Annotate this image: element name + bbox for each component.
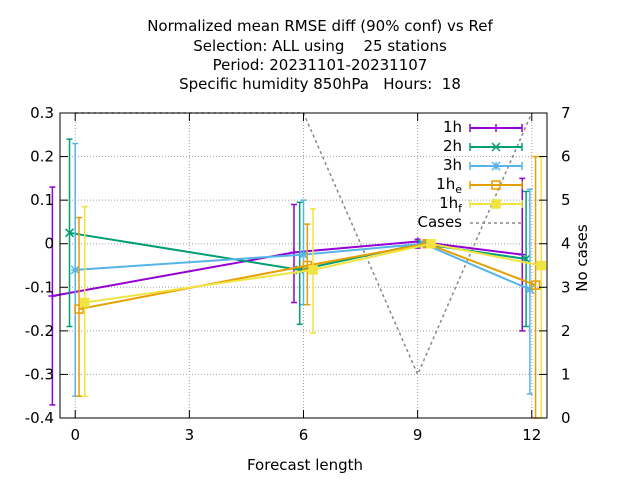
data-point: [308, 265, 318, 275]
legend: [469, 124, 523, 224]
legend-label: 1h: [442, 118, 462, 136]
chart-subtitle-selection: Selection: ALL using 25 stations: [193, 37, 447, 55]
data-point: [298, 250, 309, 260]
legend-label: Cases: [417, 213, 462, 231]
legend-marker: [491, 161, 501, 171]
data-point: [530, 280, 541, 290]
series-line: [75, 242, 531, 291]
x-tick-label: 6: [299, 426, 309, 444]
legend-label: 3h: [442, 156, 462, 174]
data-point: [74, 304, 84, 314]
series-line: [52, 240, 523, 297]
data-point: [70, 265, 80, 275]
y-tick-label: -0.2: [25, 322, 54, 340]
y-tick-label: 0.3: [30, 104, 54, 122]
legend-marker: [491, 199, 501, 209]
y2-tick-label: 0: [561, 409, 571, 427]
series-0: [48, 177, 527, 406]
data-point: [536, 260, 547, 271]
data-point: [64, 228, 75, 238]
y2-tick-label: 5: [561, 191, 571, 209]
y2-tick-label: 4: [561, 235, 571, 253]
y2-tick-label: 7: [561, 104, 571, 122]
legend-marker: [491, 180, 501, 190]
y-tick-label: 0.1: [30, 191, 54, 209]
data-point: [48, 292, 57, 300]
x-axis-label: Forecast length: [246, 456, 364, 474]
data-point: [79, 297, 90, 308]
y-tick-label: -0.1: [25, 278, 54, 296]
y-tick-label: -0.4: [25, 409, 54, 427]
x-tick-label: 3: [185, 426, 195, 444]
y-tick-label: -0.3: [25, 365, 54, 383]
y2-tick-label: 6: [561, 148, 571, 166]
legend-label: 1hf: [439, 194, 462, 215]
data-point: [426, 238, 436, 249]
legend-marker: [492, 124, 500, 132]
series-group: [48, 138, 547, 419]
x-tick-label: 0: [70, 426, 80, 444]
data-point: [518, 250, 527, 259]
legend-label: 1he: [436, 175, 462, 196]
chart-subtitle-parameter: Specific humidity 850hPa Hours: 18: [179, 75, 461, 93]
y-tick-label: 0: [44, 235, 54, 253]
y2-tick-label: 3: [561, 278, 571, 296]
y2-tick-label: 1: [561, 365, 571, 383]
y-tick-label: 0.2: [30, 148, 54, 166]
series-line: [84, 242, 542, 304]
y2-axis-label: No cases: [573, 224, 591, 292]
chart-title: Normalized mean RMSE diff (90% conf) vs …: [147, 17, 493, 35]
y2-tick-label: 2: [561, 322, 571, 340]
data-point: [525, 284, 535, 294]
axis-ticks: 0.3 0.2 0.1 0 -0.1 -0.2 -0.3 -0.4 7 6 5 4 3 2 1 0 0 3 6 9 12: [25, 104, 571, 444]
chart-subtitle-period: Period: 20231101-20231107: [212, 56, 428, 74]
legend-marker: [491, 142, 501, 152]
x-tick-label: 12: [522, 426, 541, 444]
x-tick-label: 9: [413, 426, 423, 444]
legend-label: 2h: [442, 137, 462, 155]
